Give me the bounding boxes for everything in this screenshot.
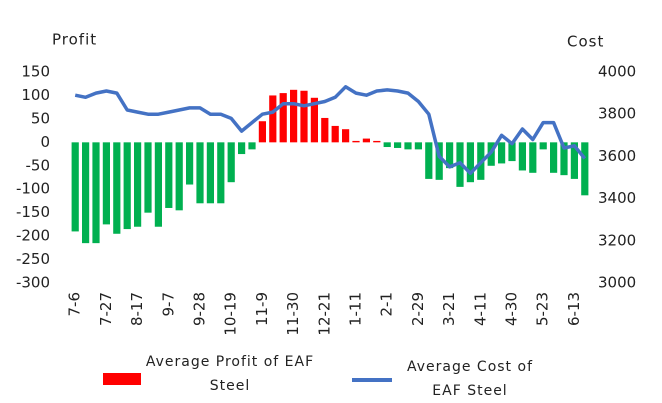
x-tick-label: 7-6	[66, 292, 84, 317]
bar	[362, 138, 370, 143]
bar	[196, 142, 204, 204]
y-axis-title: Profit	[52, 31, 97, 49]
legend-label: Average Cost of EAF Steel	[406, 359, 533, 399]
legend-swatch	[103, 373, 141, 385]
bar	[123, 142, 131, 230]
line	[74, 85, 587, 176]
x-tick-label: 7-27	[97, 292, 115, 326]
bar	[144, 142, 152, 213]
bar	[165, 142, 173, 208]
x-tick-label: 6-13	[565, 292, 583, 326]
x-tick-label: 9-28	[191, 292, 209, 326]
bar	[321, 117, 329, 143]
bar	[373, 140, 381, 143]
bar	[529, 142, 537, 173]
bar	[435, 142, 443, 180]
y2-tick-label: 3800	[598, 105, 636, 123]
y-tick-label: 100	[21, 86, 50, 104]
bar	[498, 142, 506, 164]
bar	[300, 90, 308, 143]
x-tick-label: 11-30	[284, 292, 302, 336]
y-tick-label: -200	[16, 227, 50, 245]
y-tick-label: -300	[16, 274, 50, 292]
bar	[414, 142, 422, 150]
bar	[238, 142, 246, 155]
y-tick-label: 150	[21, 63, 50, 81]
bar	[269, 95, 277, 143]
y-tick-label: 50	[31, 109, 50, 127]
bar	[154, 142, 162, 227]
bar	[394, 142, 402, 148]
bar	[113, 142, 121, 234]
bar	[581, 142, 589, 196]
bar	[508, 142, 516, 162]
bar	[404, 142, 412, 150]
bar	[248, 142, 256, 150]
x-tick-label: 2-29	[409, 292, 427, 326]
y2-tick-label: 3200	[598, 231, 636, 249]
bar	[206, 142, 214, 204]
bar	[186, 142, 194, 185]
bar	[425, 142, 433, 179]
bar	[279, 93, 287, 143]
x-tick-label: 10-19	[222, 292, 240, 336]
bar	[550, 142, 558, 173]
bar	[134, 142, 142, 227]
y2-tick-label: 3400	[598, 189, 636, 207]
bar	[570, 142, 578, 179]
bar	[352, 140, 360, 143]
x-tick-label: 4-11	[471, 292, 489, 326]
bar	[560, 142, 568, 176]
bar	[290, 89, 298, 143]
bar	[383, 142, 391, 148]
y-tick-label: -250	[16, 250, 50, 268]
bar	[102, 142, 110, 225]
bar	[342, 129, 350, 143]
bar	[310, 97, 318, 143]
bar	[217, 142, 225, 204]
bar	[258, 121, 266, 143]
x-tick-label: 12-21	[315, 292, 333, 336]
bar	[466, 142, 474, 183]
bar	[175, 142, 183, 211]
y2-tick-label: 3600	[598, 147, 636, 165]
x-tick-label: 8-17	[128, 292, 146, 326]
y2-tick-label: 3000	[598, 274, 636, 292]
bar	[227, 142, 235, 183]
y-tick-label: -150	[16, 203, 50, 221]
x-tick-label: 5-23	[534, 292, 552, 326]
bar	[92, 142, 100, 244]
bar	[82, 142, 90, 244]
y-tick-label: -50	[26, 156, 51, 174]
y2-axis-title: Cost	[567, 33, 604, 51]
x-tick-label: 2-1	[378, 292, 396, 317]
y2-tick-label: 4000	[598, 63, 636, 81]
y-tick-label: 0	[40, 133, 50, 151]
x-tick-label: 9-7	[159, 292, 177, 317]
bar	[331, 125, 339, 143]
bar	[518, 142, 526, 171]
x-tick-label: 4-30	[503, 292, 521, 326]
bar	[71, 142, 79, 232]
x-tick-label: 3-21	[440, 292, 458, 326]
legend-label: Average Profit of EAF Steel	[145, 354, 315, 394]
x-tick-label: 11-9	[253, 292, 271, 326]
bar	[539, 142, 547, 150]
x-tick-label: 1-11	[347, 292, 365, 326]
y-tick-label: -100	[16, 180, 50, 198]
bar	[446, 142, 454, 169]
